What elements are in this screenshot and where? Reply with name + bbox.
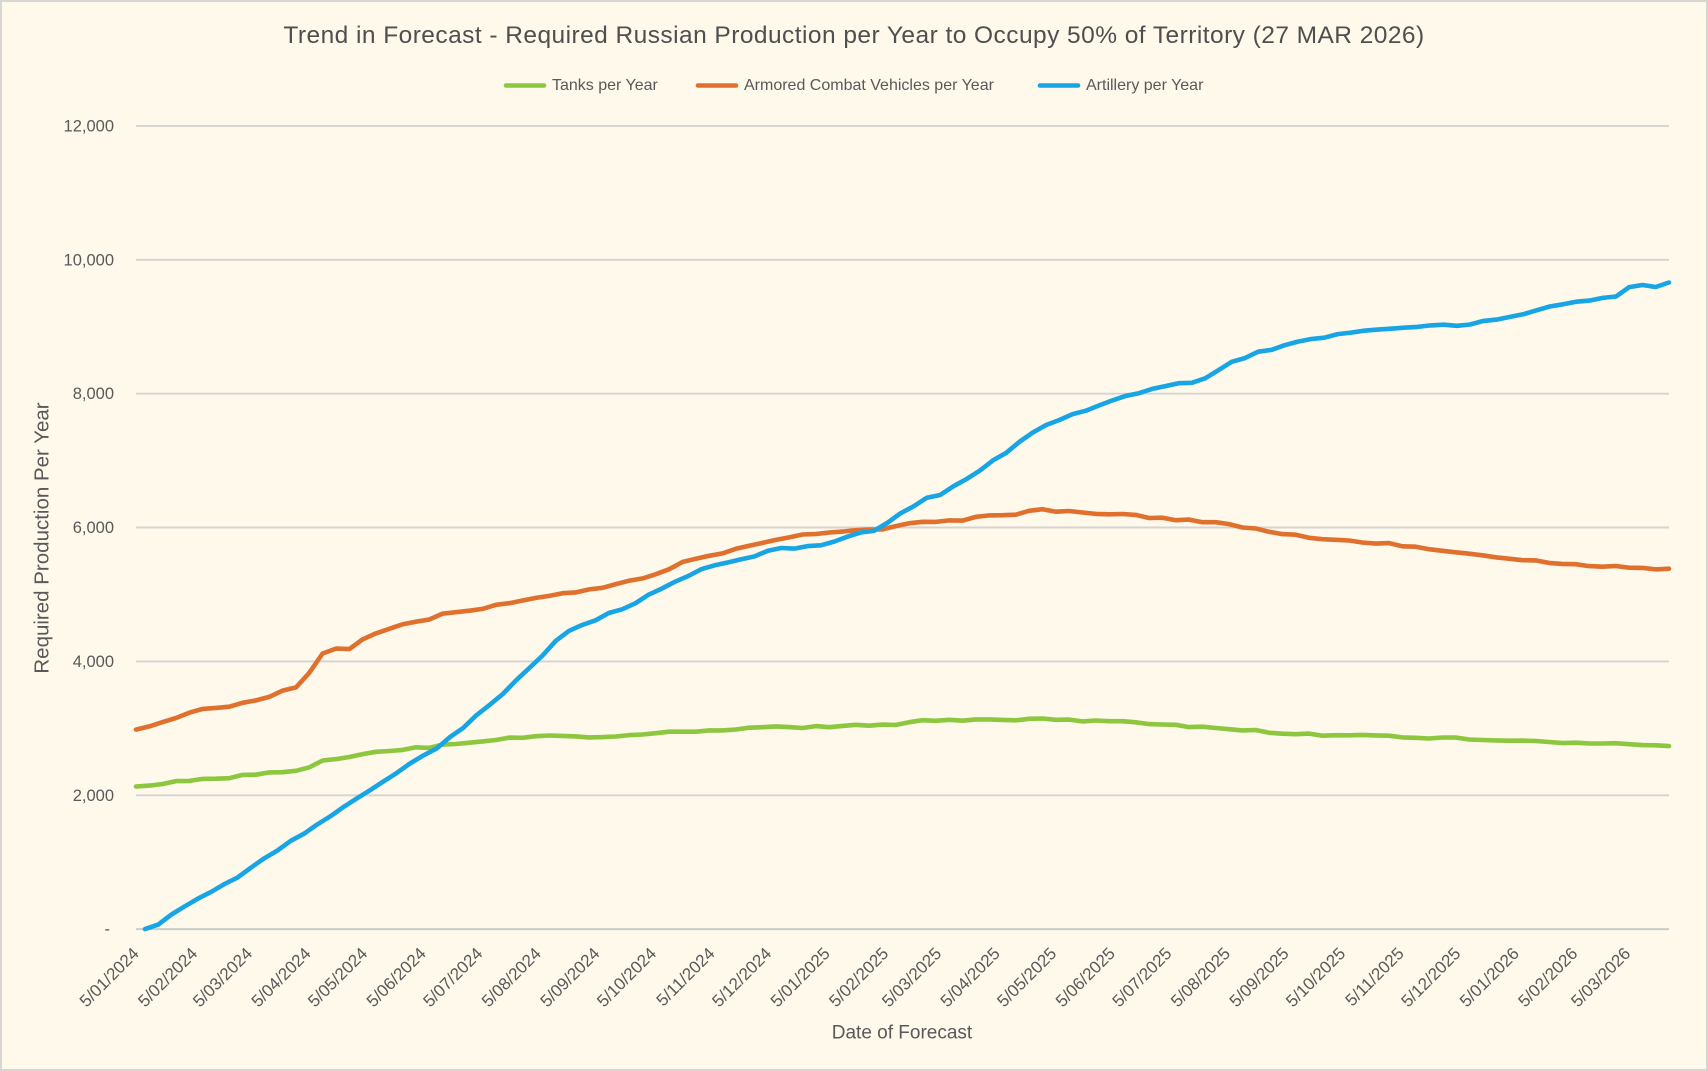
- svg-text:12,000: 12,000: [64, 117, 114, 135]
- svg-text:10,000: 10,000: [64, 251, 114, 269]
- svg-text:Trend in Forecast - Required R: Trend in Forecast - Required Russian Pro…: [283, 22, 1424, 49]
- svg-text:-: -: [105, 921, 111, 939]
- svg-text:4,000: 4,000: [73, 653, 114, 671]
- svg-text:8,000: 8,000: [73, 385, 114, 403]
- svg-text:Date of Forecast: Date of Forecast: [832, 1023, 973, 1044]
- svg-text:2,000: 2,000: [73, 787, 114, 805]
- svg-text:Required Production Per Year: Required Production Per Year: [31, 402, 54, 673]
- svg-text:Artillery per Year: Artillery per Year: [1086, 77, 1204, 94]
- svg-text:Armored Combat Vehicles per Ye: Armored Combat Vehicles per Year: [744, 77, 995, 94]
- svg-text:6,000: 6,000: [73, 519, 114, 537]
- svg-text:Tanks per Year: Tanks per Year: [552, 77, 659, 94]
